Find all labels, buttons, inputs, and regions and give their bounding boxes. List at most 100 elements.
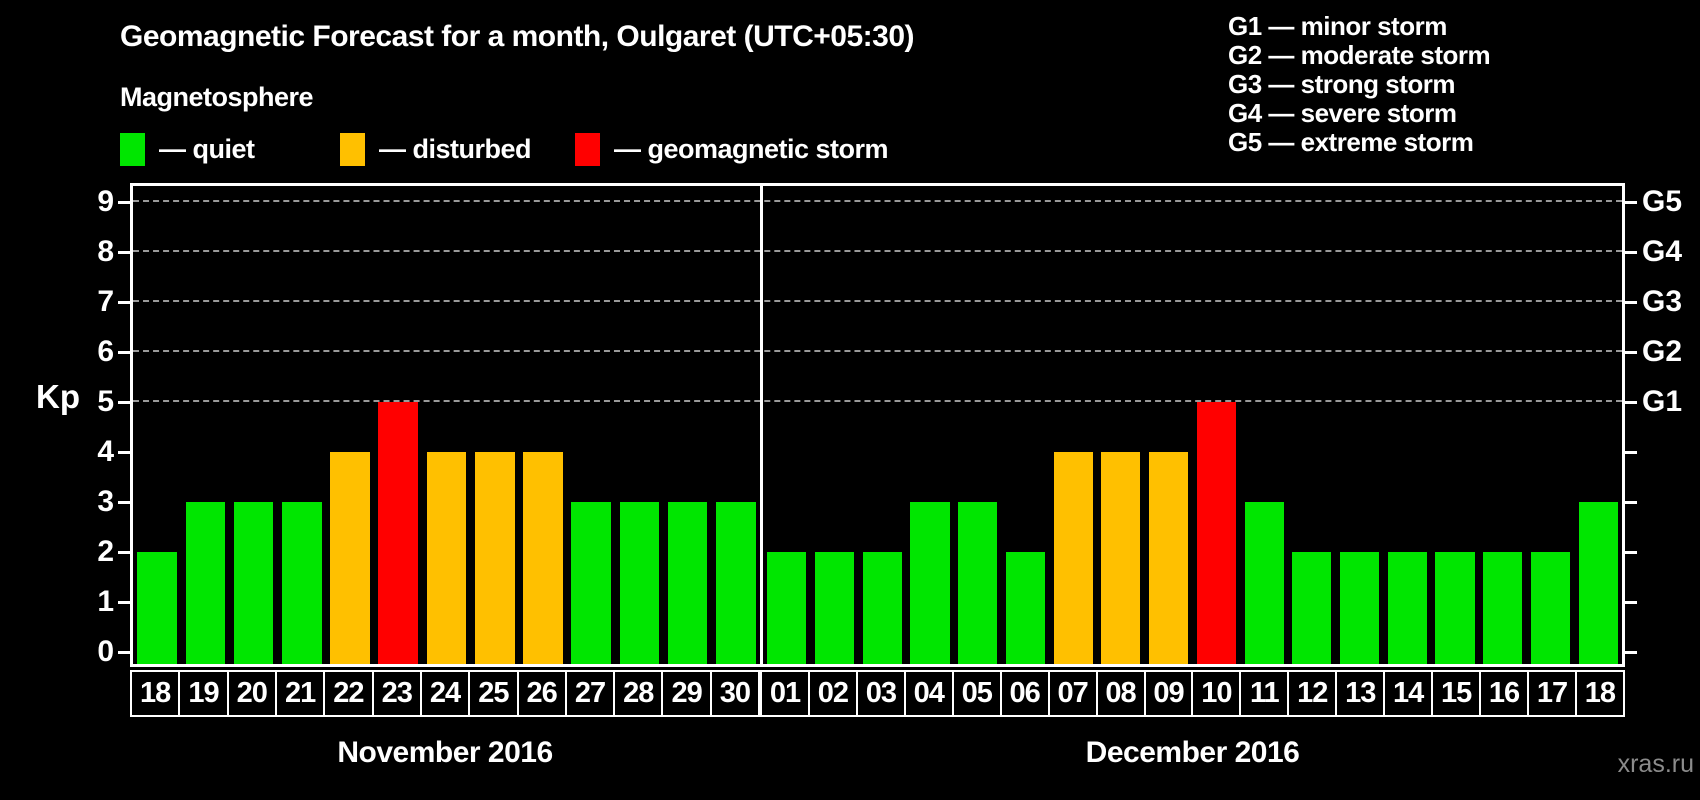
ytick-label-7: 7 xyxy=(97,285,114,318)
day-cell-04: 04 xyxy=(903,670,954,717)
day-cell-22: 22 xyxy=(323,670,374,717)
day-cell-09: 09 xyxy=(1143,670,1194,717)
legend-item-storm: — geomagnetic storm xyxy=(575,130,889,168)
kp-bar-07 xyxy=(1053,452,1093,664)
day-cell-20: 20 xyxy=(226,670,277,717)
gtick-label-g2: G2 xyxy=(1642,335,1683,368)
ytick-label-4: 4 xyxy=(97,435,114,468)
day-cell-07: 07 xyxy=(1047,670,1098,717)
left-tick-kp0 xyxy=(118,651,130,654)
month-divider-line xyxy=(760,186,763,664)
legend-item-quiet: — quiet xyxy=(120,130,255,168)
day-axis-row: 18 19 20 21 22 23 24 25 26 27 28 29 30 01 02 03 04 05 06 0… xyxy=(130,670,1625,717)
ytick-label-1: 1 xyxy=(97,585,114,618)
right-tick-kp4 xyxy=(1625,451,1637,454)
magnetosphere-label: Magnetosphere xyxy=(120,82,314,112)
gridline-kp6 xyxy=(133,350,1622,352)
day-cell-30: 30 xyxy=(709,670,761,717)
right-tick-kp2 xyxy=(1625,551,1637,554)
day-cell-14: 14 xyxy=(1383,670,1434,717)
kp-bar-24 xyxy=(426,452,467,664)
disturbed-color-swatch xyxy=(340,132,365,166)
gridline-kp5 xyxy=(133,400,1622,402)
right-tick-kp3 xyxy=(1625,501,1637,504)
day-cell-11: 11 xyxy=(1239,670,1290,717)
right-tick-kp8 xyxy=(1625,251,1637,254)
legend-item-disturbed: — disturbed xyxy=(340,130,532,168)
kp-bar-04 xyxy=(910,502,950,664)
kp-bar-25 xyxy=(474,452,515,664)
december-month-label: December 2016 xyxy=(1085,736,1300,769)
gtick-label-g4: G4 xyxy=(1642,235,1683,268)
watermark: xras.ru xyxy=(1617,750,1694,778)
left-tick-kp9 xyxy=(118,201,130,204)
kp-bar-15 xyxy=(1435,552,1475,664)
kp-bar-03 xyxy=(862,552,902,664)
day-cell-26: 26 xyxy=(516,670,567,717)
kp-bar-16 xyxy=(1483,552,1523,664)
day-cell-29: 29 xyxy=(661,670,712,717)
day-cell-10: 10 xyxy=(1191,670,1242,717)
day-cell-27: 27 xyxy=(564,670,616,717)
day-cell-12: 12 xyxy=(1287,670,1338,717)
day-cell-05: 05 xyxy=(951,670,1002,717)
december-days: 01 02 03 04 05 06 07 08 09 10 11 12 13 14 15 16 17 18 xyxy=(760,670,1625,717)
g1-legend-line: G1 — minor storm xyxy=(1228,11,1447,41)
kp-bar-27 xyxy=(571,502,611,664)
left-tick-kp1 xyxy=(118,601,130,604)
day-cell-17: 17 xyxy=(1527,670,1577,717)
kp-bar-17 xyxy=(1530,552,1570,664)
left-tick-kp7 xyxy=(118,301,130,304)
plot-area xyxy=(130,183,1625,667)
ytick-label-9: 9 xyxy=(97,185,114,218)
kp-bar-20 xyxy=(233,502,274,664)
kp-bar-18 xyxy=(1578,502,1618,664)
kp-bar-29 xyxy=(667,502,708,664)
kp-bar-22 xyxy=(330,452,370,664)
right-tick-kp1 xyxy=(1625,601,1637,604)
gtick-label-g5: G5 xyxy=(1642,185,1683,218)
day-cell-28: 28 xyxy=(613,670,664,717)
kp-bar-30 xyxy=(716,502,756,664)
day-cell-16: 16 xyxy=(1479,670,1529,717)
day-cell-25: 25 xyxy=(468,670,519,717)
quiet-color-swatch xyxy=(120,132,145,166)
kp-bar-18 xyxy=(137,552,177,664)
november-month-label: November 2016 xyxy=(337,736,553,769)
day-cell-18: 18 xyxy=(1574,670,1625,717)
gridline-kp8 xyxy=(133,250,1622,252)
right-tick-kp0 xyxy=(1625,651,1637,654)
day-cell-24: 24 xyxy=(419,670,471,717)
right-tick-kp6 xyxy=(1625,351,1637,354)
g4-legend-line: G4 — severe storm xyxy=(1228,98,1457,128)
kp-bar-21 xyxy=(282,502,322,664)
disturbed-label: — disturbed xyxy=(379,133,532,164)
y-axis-title: Kp xyxy=(36,378,80,415)
right-tick-kp9 xyxy=(1625,201,1637,204)
kp-bar-14 xyxy=(1387,552,1427,664)
g5-legend-line: G5 — extreme storm xyxy=(1228,127,1474,157)
left-tick-kp4 xyxy=(118,451,130,454)
storm-label: — geomagnetic storm xyxy=(614,133,889,164)
page-title: Geomagnetic Forecast for a month, Oulgar… xyxy=(120,20,915,53)
kp-bar-26 xyxy=(523,452,563,664)
kp-bar-05 xyxy=(958,502,998,664)
ytick-label-0: 0 xyxy=(97,635,114,668)
day-cell-15: 15 xyxy=(1431,670,1482,717)
g2-legend-line: G2 — moderate storm xyxy=(1228,40,1491,70)
ytick-label-6: 6 xyxy=(97,335,114,368)
day-cell-21: 21 xyxy=(274,670,326,717)
left-tick-kp3 xyxy=(118,501,130,504)
day-cell-03: 03 xyxy=(855,670,906,717)
day-cell-01: 01 xyxy=(760,670,810,717)
kp-bar-19 xyxy=(185,502,226,664)
left-tick-kp8 xyxy=(118,251,130,254)
storm-color-swatch xyxy=(575,132,600,166)
kp-bar-09 xyxy=(1149,452,1189,664)
gtick-label-g1: G1 xyxy=(1642,385,1683,418)
december-panel xyxy=(763,186,1622,664)
g-scale-legend: G1 — minor storm G2 — moderate storm G3 … xyxy=(1228,11,1491,157)
day-cell-19: 19 xyxy=(178,670,229,717)
day-cell-23: 23 xyxy=(371,670,422,717)
ytick-label-5: 5 xyxy=(97,385,114,418)
